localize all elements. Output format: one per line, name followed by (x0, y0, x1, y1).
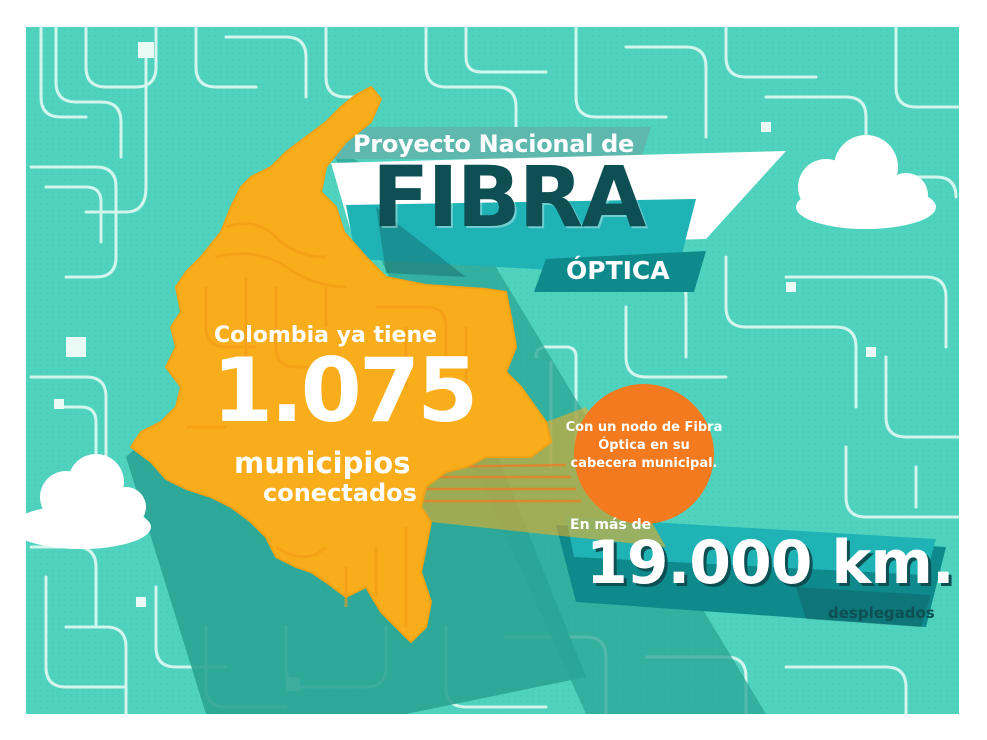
info-bubble (574, 384, 714, 524)
map-caption-line2: conectados (263, 479, 417, 507)
infographic-poster: Proyecto Nacional de FIBRA ÓPTICA Colomb… (26, 27, 959, 714)
title-sub: ÓPTICA (566, 256, 670, 285)
km-caption: desplegados (828, 604, 935, 622)
title-ribbon (331, 127, 786, 292)
km-ribbon (556, 517, 946, 627)
title-main: FIBRA (372, 148, 646, 246)
cloud-left (26, 454, 151, 549)
bubble-text: Con un nodo de Fibra Óptica en su cabece… (565, 420, 723, 471)
cloud-right (796, 135, 936, 229)
municipality-count: 1.075 (212, 339, 478, 442)
map-caption-line1: municipios (234, 446, 411, 480)
map-fiber-pattern (186, 222, 468, 627)
title-top: Proyecto Nacional de (353, 130, 634, 158)
km-deployed-value: 19.000 km. (586, 528, 955, 598)
beam-stripes (420, 463, 581, 503)
km-intro-text: En más de (570, 517, 652, 533)
map-intro-text: Colombia ya tiene (214, 323, 438, 348)
poster-artwork (26, 27, 959, 714)
